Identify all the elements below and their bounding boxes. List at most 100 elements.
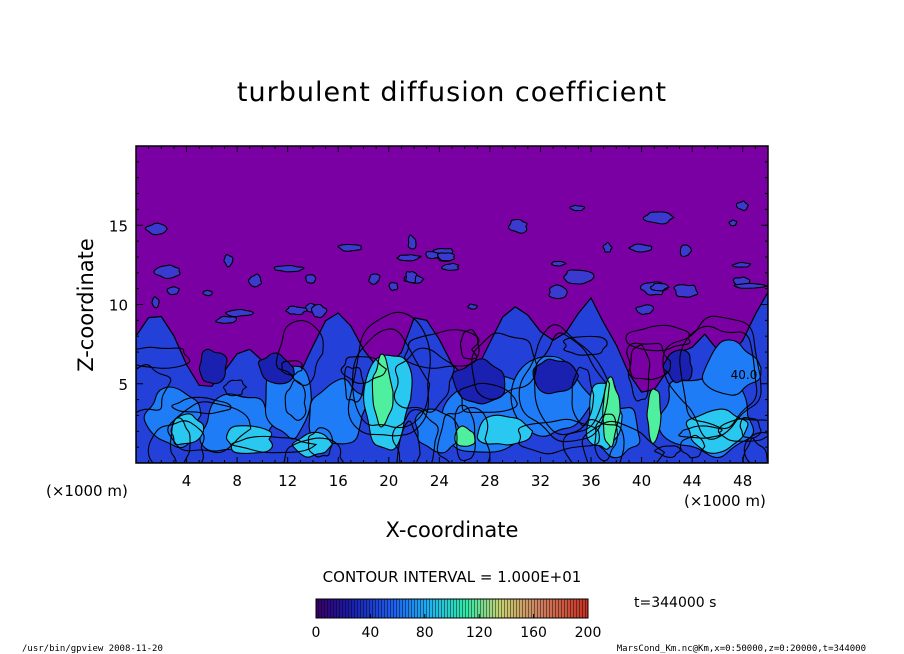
contour-line — [662, 315, 762, 440]
time-label: t=344000 s — [634, 595, 716, 611]
y-tick-label: 15 — [109, 217, 128, 235]
field-region — [371, 353, 394, 428]
field-region — [642, 211, 675, 225]
x-tick-label: 40 — [632, 472, 651, 490]
footer-right: MarsCond_Km.nc@Km,x=0:50000,z=0:20000,t=… — [617, 644, 866, 654]
field-region — [224, 308, 255, 318]
contour-line — [563, 335, 608, 356]
field-region — [407, 234, 417, 250]
contour-line — [626, 342, 672, 381]
contour-line — [283, 437, 345, 463]
field-region — [701, 339, 762, 396]
field-region — [563, 269, 595, 285]
contour-line — [393, 347, 455, 413]
heatmap-plot-area — [136, 146, 768, 463]
y-tick-label: 10 — [109, 297, 128, 315]
field-region — [285, 305, 308, 316]
field-region — [440, 262, 460, 271]
contour-line — [436, 407, 491, 463]
field-region — [467, 303, 478, 310]
contour-line — [518, 324, 611, 443]
contour-lines — [136, 311, 768, 463]
x-tick-label: 32 — [531, 472, 550, 490]
x-axis-label: X-coordinate — [386, 518, 519, 542]
field-region — [476, 414, 534, 446]
contour-line — [281, 360, 303, 376]
x-tick-label: 12 — [278, 472, 297, 490]
contour-line — [743, 432, 768, 463]
contour-value-label: 40.0 — [731, 368, 758, 382]
contour-line — [275, 319, 324, 386]
turbulence-field — [136, 200, 768, 463]
contour-interval-label: CONTOUR INTERVAL = 1.000E+01 — [323, 568, 582, 586]
field-region — [728, 219, 738, 227]
field-region — [635, 304, 655, 316]
contour-line — [594, 413, 619, 462]
contour-line — [454, 404, 476, 462]
contour-line — [471, 332, 538, 400]
colorbar-tick-label: 200 — [575, 625, 602, 641]
contour-line — [458, 382, 518, 413]
chart-title: turbulent diffusion coefficient — [237, 77, 667, 108]
field-region — [388, 281, 399, 292]
contour-line — [136, 346, 191, 369]
field-region — [310, 303, 328, 319]
field-region — [731, 261, 752, 268]
field-region — [215, 315, 237, 324]
field-region — [569, 204, 585, 212]
contour-line — [742, 437, 768, 463]
contour-line — [136, 364, 172, 414]
colorbar-stripes — [316, 599, 588, 618]
field-region — [548, 284, 568, 300]
contour-line — [627, 344, 651, 402]
contour-line — [679, 434, 706, 459]
contour-line — [167, 401, 252, 454]
contour-line — [679, 325, 758, 430]
field-region — [223, 254, 234, 268]
field-region — [550, 260, 568, 267]
x-tick-label: 28 — [480, 472, 499, 490]
field-region — [602, 241, 613, 253]
field-region — [735, 200, 750, 212]
contour-line — [717, 418, 768, 442]
field-region — [508, 218, 528, 234]
contour-labels: 40.0 — [731, 368, 758, 382]
field-region — [649, 282, 670, 292]
contour-line — [459, 329, 480, 360]
x-tick-label: 4 — [182, 472, 192, 490]
field-region — [646, 388, 662, 444]
contour-line — [340, 356, 388, 384]
colorbar-frame — [315, 598, 589, 619]
field-region — [532, 358, 580, 395]
footer-left: /usr/bin/gpview 2008-11-20 — [22, 644, 163, 654]
contour-line — [351, 328, 431, 429]
contour-line — [171, 396, 232, 415]
colorbar-tick-label: 40 — [361, 625, 379, 641]
field-region — [144, 222, 168, 236]
y-axis-ticks: 5 10 15 — [109, 161, 768, 448]
field-region — [368, 273, 381, 285]
field-region — [198, 348, 228, 385]
contour-line — [404, 329, 480, 369]
contour-line — [347, 311, 431, 437]
contour-line — [581, 420, 666, 463]
x-unit-label-right: (×1000 m) — [684, 492, 766, 510]
contour-line — [223, 379, 248, 397]
y-tick-label: 5 — [118, 376, 128, 394]
colorbar-tick-label: 160 — [520, 625, 547, 641]
contour-line — [147, 420, 205, 463]
field-region — [673, 284, 699, 298]
field-region — [247, 273, 262, 288]
field-region — [151, 296, 160, 309]
contour-line — [654, 445, 681, 458]
field-region — [451, 358, 506, 405]
x-tick-label: 8 — [232, 472, 242, 490]
field-region — [257, 352, 295, 385]
colorbar-tick-label: 0 — [312, 625, 321, 641]
contour-line — [344, 366, 365, 403]
contour-line — [625, 324, 691, 352]
field-region — [273, 265, 305, 273]
field-region — [396, 254, 422, 262]
colorbar-tick-label: 120 — [466, 625, 493, 641]
